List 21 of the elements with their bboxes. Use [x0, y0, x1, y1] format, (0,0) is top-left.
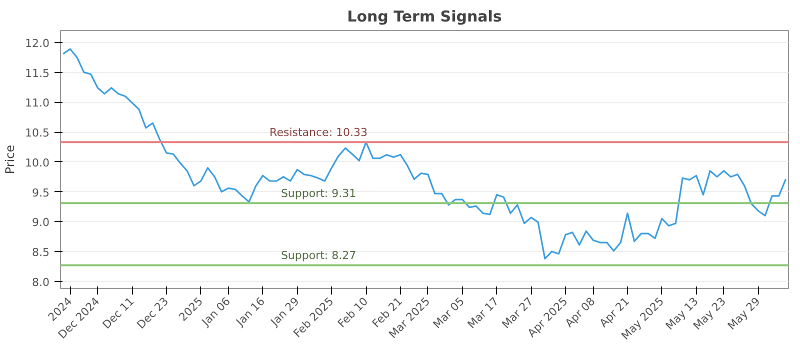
y-tick-label: 9.5: [32, 186, 50, 200]
y-tick-label: 11.0: [25, 96, 50, 110]
x-tick-label: Feb 10: [335, 294, 371, 330]
ref-line-label: Resistance: 10.33: [270, 126, 368, 140]
x-tick-label: Jan 16: [233, 294, 268, 330]
y-tick-label: 10.0: [25, 156, 50, 170]
x-tick-label: Dec 11: [100, 294, 137, 332]
y-tick-label: 12.0: [25, 36, 50, 50]
ref-line-label: Support: 9.31: [280, 187, 356, 200]
x-tick-label: Mar 05: [430, 294, 467, 332]
y-axis-title: Price: [3, 144, 18, 174]
x-tick-label: Mar 17: [465, 294, 502, 332]
y-tick-label: 11.5: [25, 66, 50, 80]
x-tick-label: Dec 23: [134, 294, 172, 332]
y-tick-label: 8.0: [32, 276, 50, 289]
chart-title: Long Term Signals: [347, 8, 502, 26]
y-tick-label: 10.5: [25, 126, 50, 140]
line-series: [62, 48, 787, 260]
ref-line-label: Support: 8.27: [280, 249, 356, 262]
y-tick-label: 8.5: [32, 246, 50, 259]
y-tick-label: 9.0: [32, 216, 50, 230]
